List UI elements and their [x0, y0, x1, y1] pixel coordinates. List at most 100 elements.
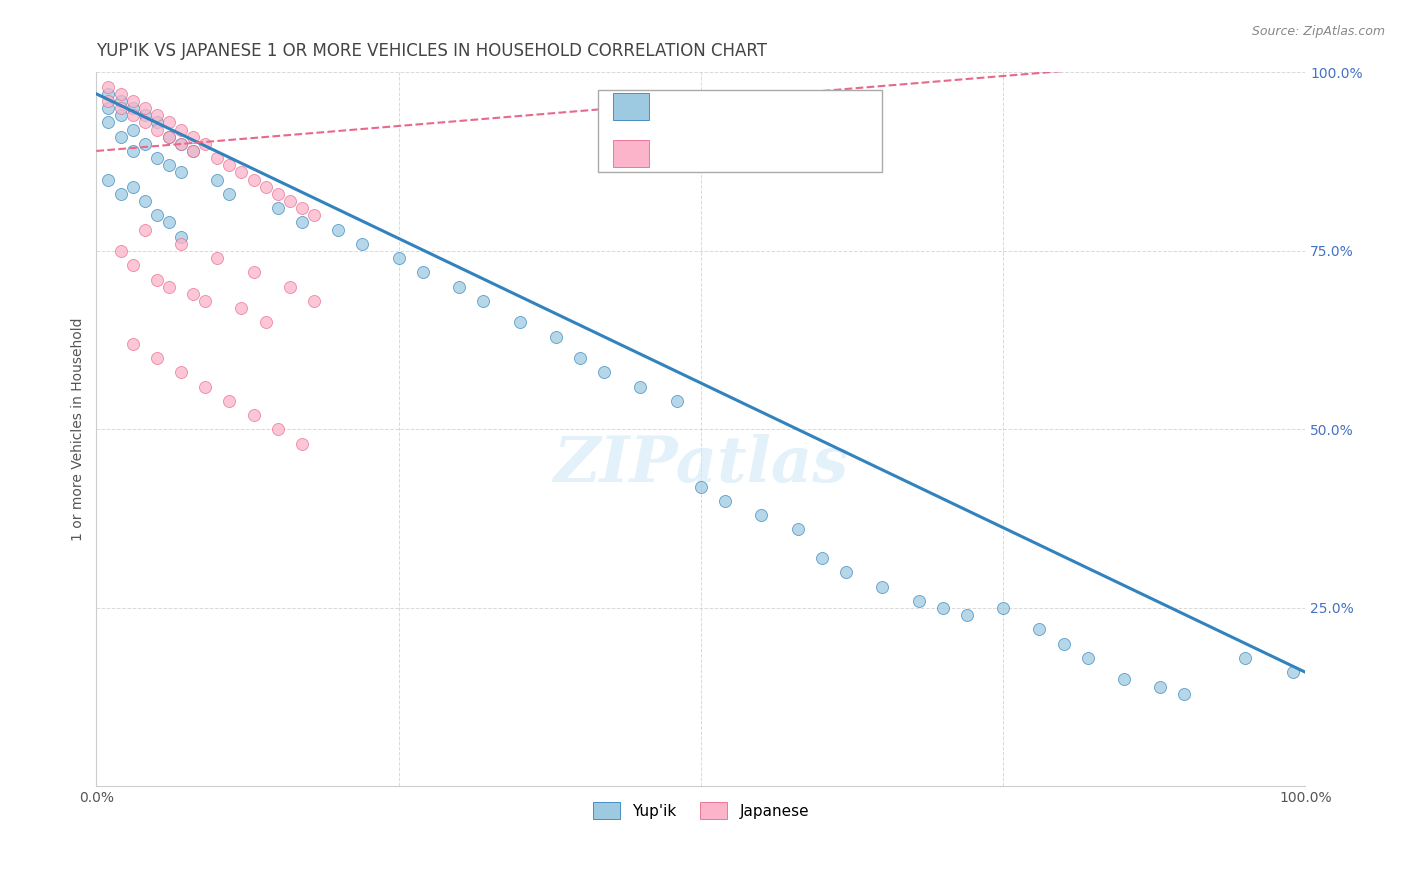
Point: [1173, 687, 1195, 701]
Point: [231, 165, 253, 179]
Point: [568, 351, 591, 365]
Point: [302, 293, 325, 308]
Point: [291, 436, 314, 450]
Text: Source: ZipAtlas.com: Source: ZipAtlas.com: [1251, 25, 1385, 38]
Point: [231, 301, 253, 315]
Point: [278, 279, 301, 293]
FancyBboxPatch shape: [613, 140, 650, 168]
Point: [110, 108, 132, 122]
Point: [110, 94, 132, 108]
Point: [1149, 680, 1171, 694]
Point: [1052, 637, 1074, 651]
Point: [907, 594, 929, 608]
Point: [218, 158, 240, 172]
Point: [97, 115, 120, 129]
Point: [121, 179, 143, 194]
Point: [267, 201, 290, 215]
Point: [207, 151, 229, 165]
Point: [110, 244, 132, 258]
Point: [121, 258, 143, 272]
Point: [110, 129, 132, 144]
Point: [170, 365, 193, 379]
Point: [110, 87, 132, 101]
Point: [170, 122, 193, 136]
Point: [267, 422, 290, 436]
Point: [121, 94, 143, 108]
Point: [810, 551, 832, 566]
Point: [157, 129, 180, 144]
FancyBboxPatch shape: [613, 93, 650, 120]
Point: [97, 172, 120, 186]
Point: [472, 293, 495, 308]
Point: [835, 566, 858, 580]
Point: [121, 108, 143, 122]
Point: [207, 251, 229, 265]
Point: [665, 393, 688, 408]
Point: [388, 251, 411, 265]
Point: [870, 580, 893, 594]
Point: [110, 101, 132, 115]
Point: [1282, 665, 1305, 680]
Point: [544, 329, 567, 343]
Point: [97, 101, 120, 115]
Point: [170, 136, 193, 151]
Point: [181, 144, 204, 158]
Point: [689, 479, 711, 493]
Legend: Yup'ik, Japanese: Yup'ik, Japanese: [586, 797, 815, 825]
Point: [1233, 651, 1256, 665]
Text: N = 59: N = 59: [790, 99, 851, 114]
Point: [134, 108, 156, 122]
Point: [956, 608, 979, 623]
Point: [352, 236, 374, 251]
Point: [181, 286, 204, 301]
Point: [146, 208, 169, 222]
Y-axis label: 1 or more Vehicles in Household: 1 or more Vehicles in Household: [72, 318, 86, 541]
Text: YUP'IK VS JAPANESE 1 OR MORE VEHICLES IN HOUSEHOLD CORRELATION CHART: YUP'IK VS JAPANESE 1 OR MORE VEHICLES IN…: [97, 42, 768, 60]
Point: [157, 129, 180, 144]
Point: [278, 194, 301, 208]
Point: [170, 236, 193, 251]
Point: [134, 194, 156, 208]
Point: [194, 293, 217, 308]
Point: [157, 279, 180, 293]
Point: [157, 215, 180, 229]
Point: [146, 115, 169, 129]
Point: [121, 144, 143, 158]
Point: [170, 136, 193, 151]
Point: [97, 87, 120, 101]
Point: [146, 108, 169, 122]
Point: [218, 393, 240, 408]
Point: [1028, 623, 1050, 637]
Point: [1112, 673, 1135, 687]
Point: [218, 186, 240, 201]
Point: [593, 365, 616, 379]
Text: N = 48: N = 48: [790, 146, 851, 161]
Point: [181, 129, 204, 144]
Point: [194, 136, 217, 151]
Point: [242, 265, 264, 279]
Point: [207, 172, 229, 186]
Point: [121, 122, 143, 136]
Point: [157, 158, 180, 172]
Point: [786, 523, 808, 537]
Point: [302, 208, 325, 222]
Point: [991, 601, 1014, 615]
Point: [291, 215, 314, 229]
Text: R =  0.156: R = 0.156: [664, 146, 756, 161]
Point: [267, 186, 290, 201]
Point: [146, 351, 169, 365]
Point: [242, 172, 264, 186]
Point: [628, 379, 651, 393]
Point: [254, 315, 277, 329]
Point: [412, 265, 434, 279]
Point: [134, 115, 156, 129]
Text: ZIPatlas: ZIPatlas: [553, 434, 848, 496]
Point: [146, 122, 169, 136]
Point: [146, 272, 169, 286]
Point: [242, 408, 264, 422]
Point: [134, 101, 156, 115]
Point: [508, 315, 530, 329]
Point: [170, 165, 193, 179]
Point: [146, 151, 169, 165]
Point: [714, 493, 737, 508]
